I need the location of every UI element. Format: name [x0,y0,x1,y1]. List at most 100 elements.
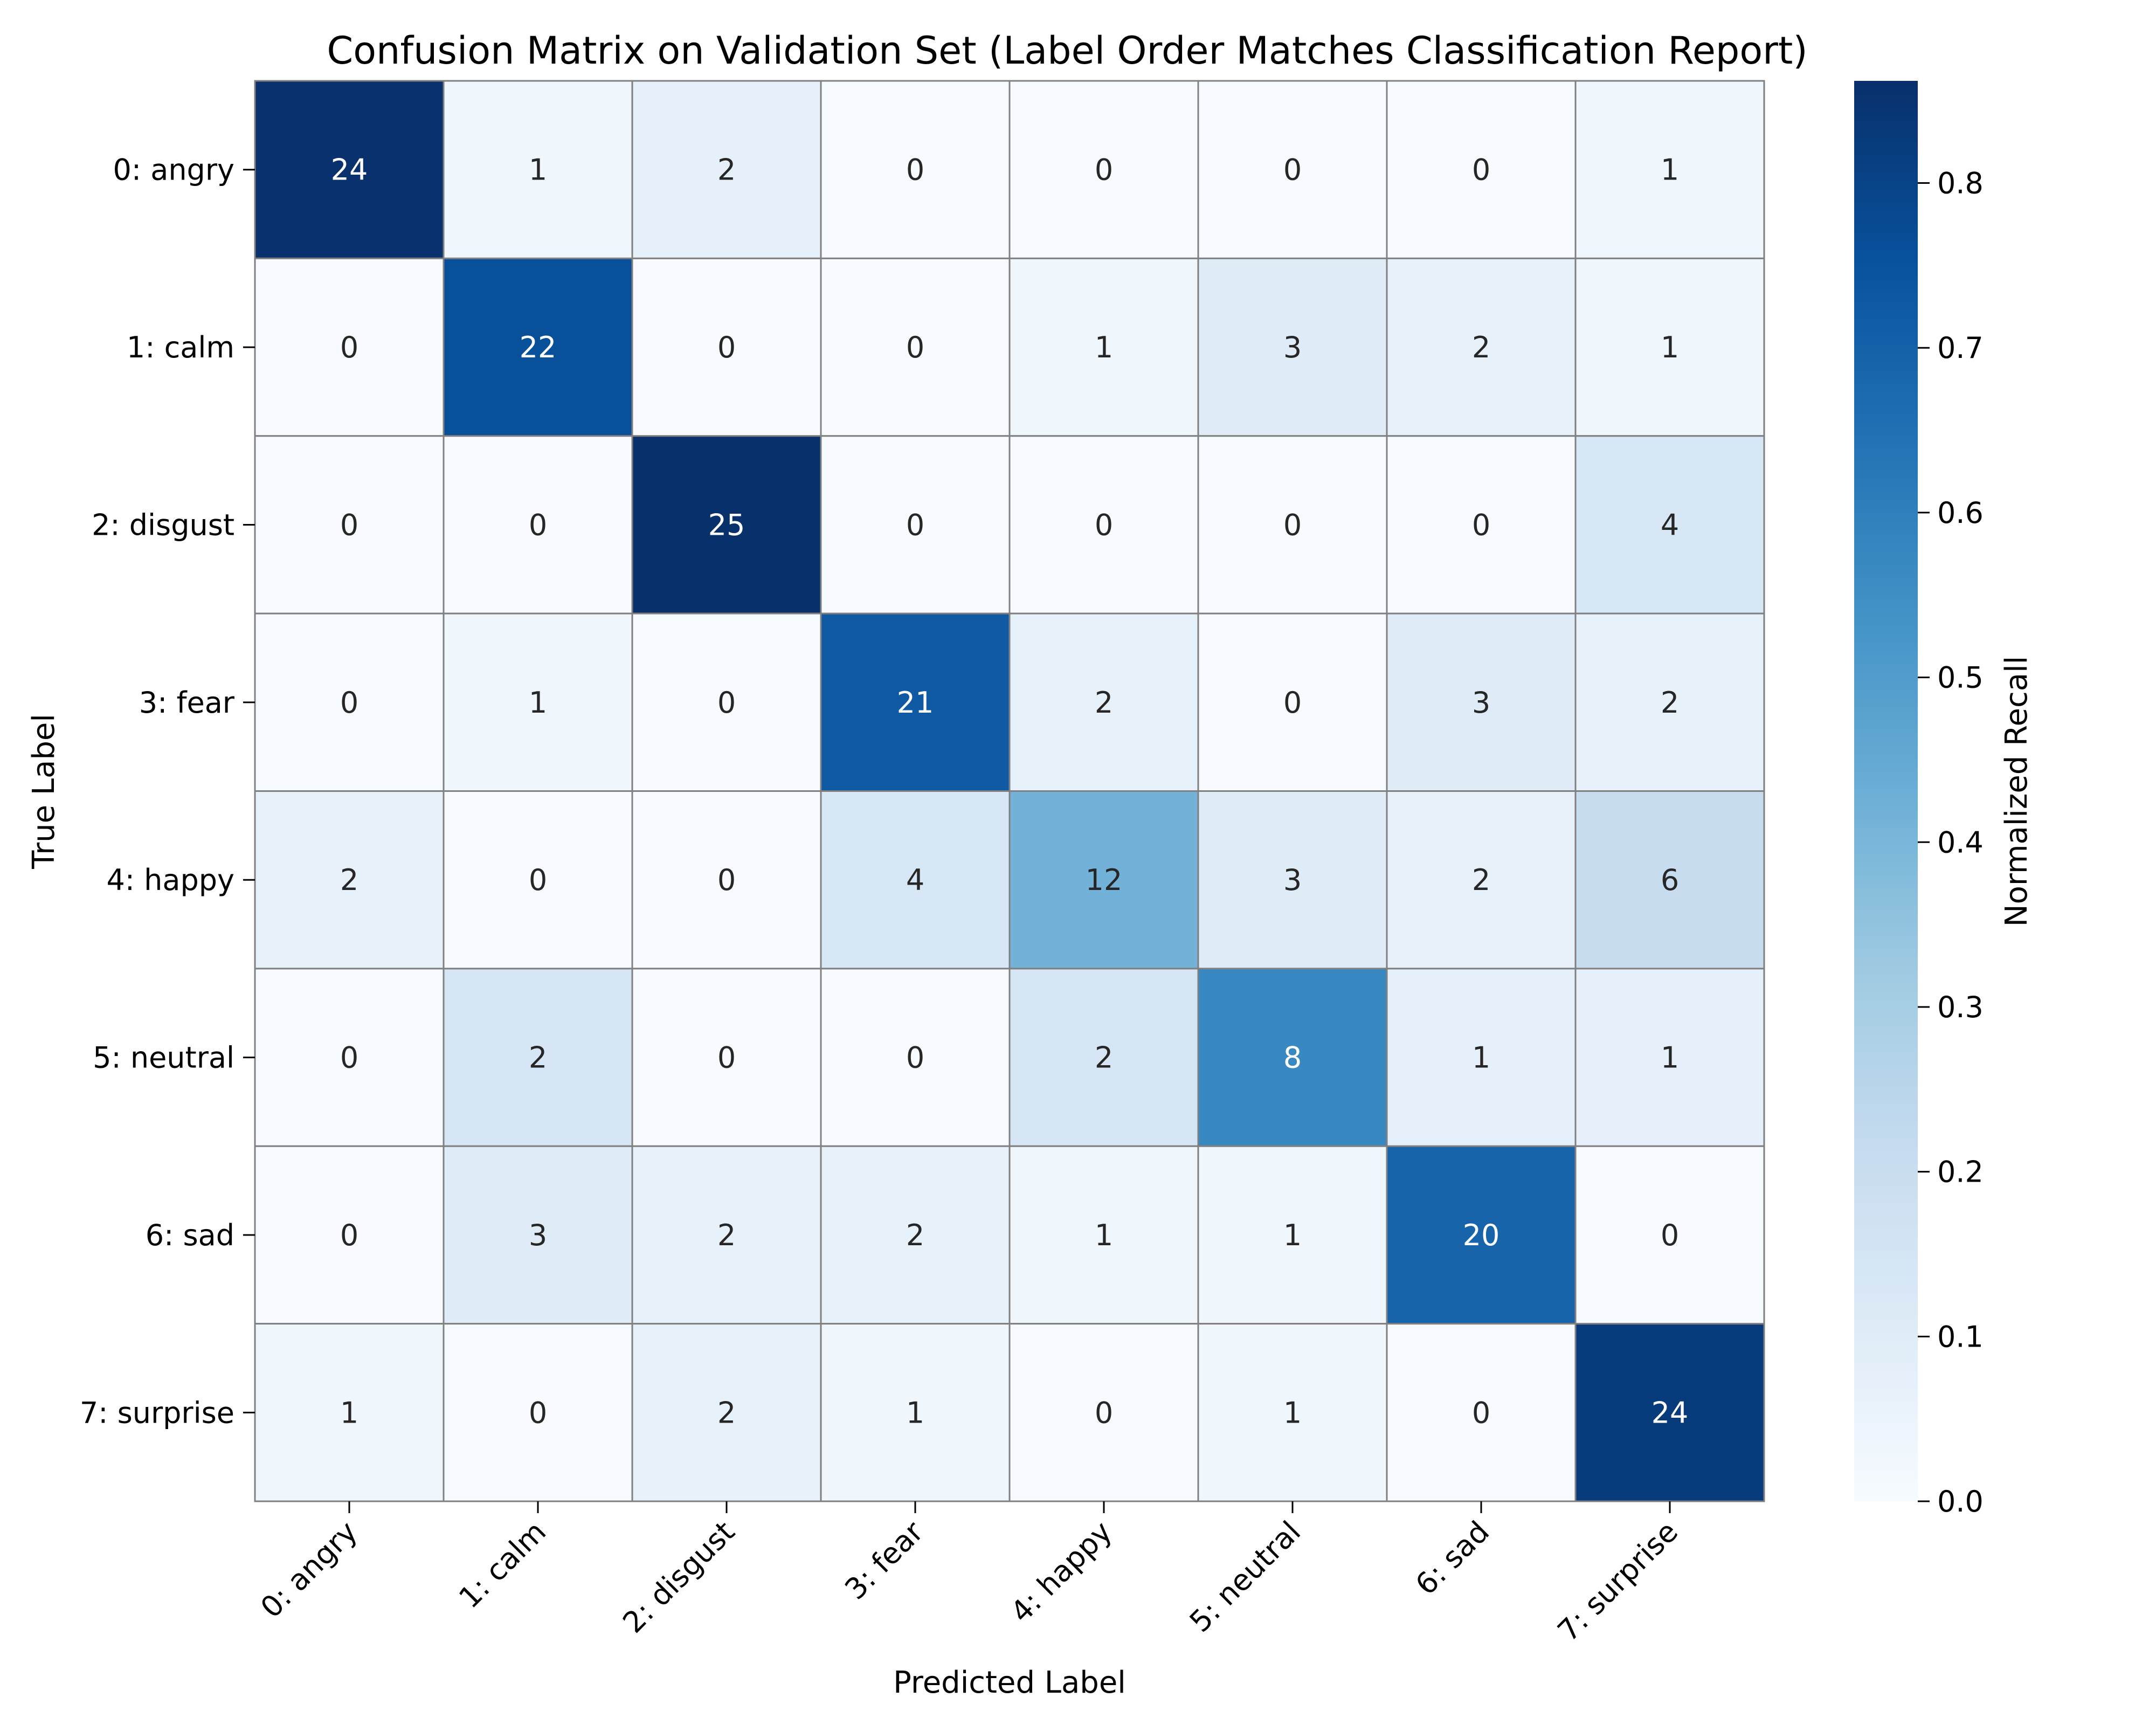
heatmap-cell [1574,790,1765,970]
heatmap-cell [1197,1145,1388,1325]
cell-value-label: 0 [906,508,924,542]
heatmap-cell [631,968,822,1147]
heatmap-cell [254,612,445,792]
x-tick-label: 0: angry [254,1515,364,1625]
heatmap-cell [1008,1323,1199,1502]
heatmap-cell [1574,257,1765,437]
heatmap-cell [1574,80,1765,259]
cell-value-label: 2 [717,153,736,187]
cell-value-label: 3 [1283,330,1302,364]
cell-value-label: 25 [708,508,745,542]
heatmap-cell [443,257,633,437]
cell-value-label: 0 [1283,686,1302,720]
y-tick-label: 3: fear [139,686,235,720]
x-tick-label: 7: surprise [1551,1515,1685,1648]
x-tick-label: 2: disgust [616,1515,741,1640]
cell-value-label: 0 [529,863,547,897]
x-axis-ticks: 0: angry 1: calm 2: disgust 3: fear 4: happy… [254,1501,1684,1648]
y-tick-label: 5: neutral [93,1041,234,1075]
cell-value-label: 22 [520,330,557,364]
cell-value-label: 0 [529,1396,547,1430]
heatmap-cell [631,1323,822,1502]
cell-value-label: 1 [906,1396,924,1430]
cell-value-label: 1 [1283,1396,1302,1430]
heatmap-cell [1386,435,1577,615]
x-tick-label: 6: sad [1409,1515,1496,1602]
y-tick-label: 6: sad [146,1218,234,1252]
heatmap-cell [1197,257,1388,437]
cell-value-label: 0 [717,686,736,720]
cell-value-label: 12 [1086,863,1123,897]
cell-value-label: 0 [906,153,924,187]
cell-value-label: 3 [529,1218,547,1252]
heatmap-cell [254,435,445,615]
y-tick-label: 2: disgust [92,508,234,542]
cell-value-label: 0 [1472,153,1490,187]
heatmap-cell [1197,968,1388,1147]
heatmap-cell [631,612,822,792]
heatmap-cell [820,80,1011,259]
heatmap-cell [1008,80,1199,259]
colorbar-ticks: 0.0 0.1 0.2 0.3 0.4 0.5 0.6 0.7 0.8 [1918,167,1984,1519]
heatmap-cell [1574,435,1765,615]
colorbar-tick-label: 0.1 [1937,1320,1984,1354]
cell-value-label: 0 [340,686,358,720]
colorbar-tick-label: 0.2 [1937,1155,1984,1189]
cell-value-label: 0 [1661,1218,1679,1252]
cell-value-label: 1 [1661,330,1679,364]
colorbar [1854,81,1918,1501]
cell-value-label: 0 [529,508,547,542]
colorbar-label: Normalized Recall [1999,656,2034,927]
cell-value-label: 0 [340,1218,358,1252]
x-axis-label: Predicted Label [893,1665,1126,1700]
cell-value-label: 0 [717,863,736,897]
colorbar-tick-label: 0.6 [1937,496,1984,530]
colorbar-tick-label: 0.0 [1937,1485,1984,1519]
cell-value-label: 0 [1095,153,1113,187]
cell-value-label: 0 [1472,1396,1490,1430]
cell-value-label: 3 [1472,686,1490,720]
cell-value-label: 0 [1472,508,1490,542]
cell-value-label: 0 [1095,508,1113,542]
heatmap-cell [443,1145,633,1325]
cell-value-label: 1 [1661,153,1679,187]
cell-value-label: 2 [1095,686,1113,720]
colorbar-tick-label: 0.8 [1937,167,1984,201]
colorbar-tick-label: 0.3 [1937,990,1984,1024]
y-tick-label: 4: happy [106,863,234,897]
heatmap-cell [631,80,822,259]
heatmap-cell [820,790,1011,970]
y-tick-label: 7: surprise [80,1396,234,1430]
cell-value-label: 0 [1283,508,1302,542]
cell-value-label: 2 [1472,863,1490,897]
heatmap-cell [1008,435,1199,615]
heatmap-cell [1008,968,1199,1147]
cell-value-label: 2 [340,863,358,897]
cell-value-label: 1 [1283,1218,1302,1252]
cell-value-label: 1 [529,153,547,187]
heatmap-cell [1197,1323,1388,1502]
heatmap-cell [1386,1145,1577,1325]
cell-value-label: 8 [1283,1041,1302,1075]
cell-value-label: 24 [1651,1396,1689,1430]
cell-value-label: 1 [1095,330,1113,364]
heatmap-cell [1386,257,1577,437]
cell-value-label: 2 [1472,330,1490,364]
heatmap-cell [820,257,1011,437]
heatmap-cell [1008,790,1199,970]
cell-value-label: 0 [717,1041,736,1075]
cell-value-label: 1 [1661,1041,1679,1075]
cell-value-label: 6 [1661,863,1679,897]
heatmap-cell [631,790,822,970]
cell-value-label: 1 [529,686,547,720]
cell-value-label: 0 [340,1041,358,1075]
heatmap-cell [820,435,1011,615]
heatmap-cell [1197,790,1388,970]
x-tick-label: 5: neutral [1183,1515,1307,1639]
cell-value-label: 0 [1283,153,1302,187]
heatmap-cell [1574,968,1765,1147]
colorbar-tick-label: 0.4 [1937,825,1984,859]
cell-value-labels: 24 1 2 0 0 0 0 10 22 0 0 1 3 2 10 0 25 0 0 0 0 40 1 0 21 2 0 3 22 0 0 4… [331,153,1689,1430]
y-tick-label: 0: angry [113,153,234,187]
heatmap-cell [443,435,633,615]
